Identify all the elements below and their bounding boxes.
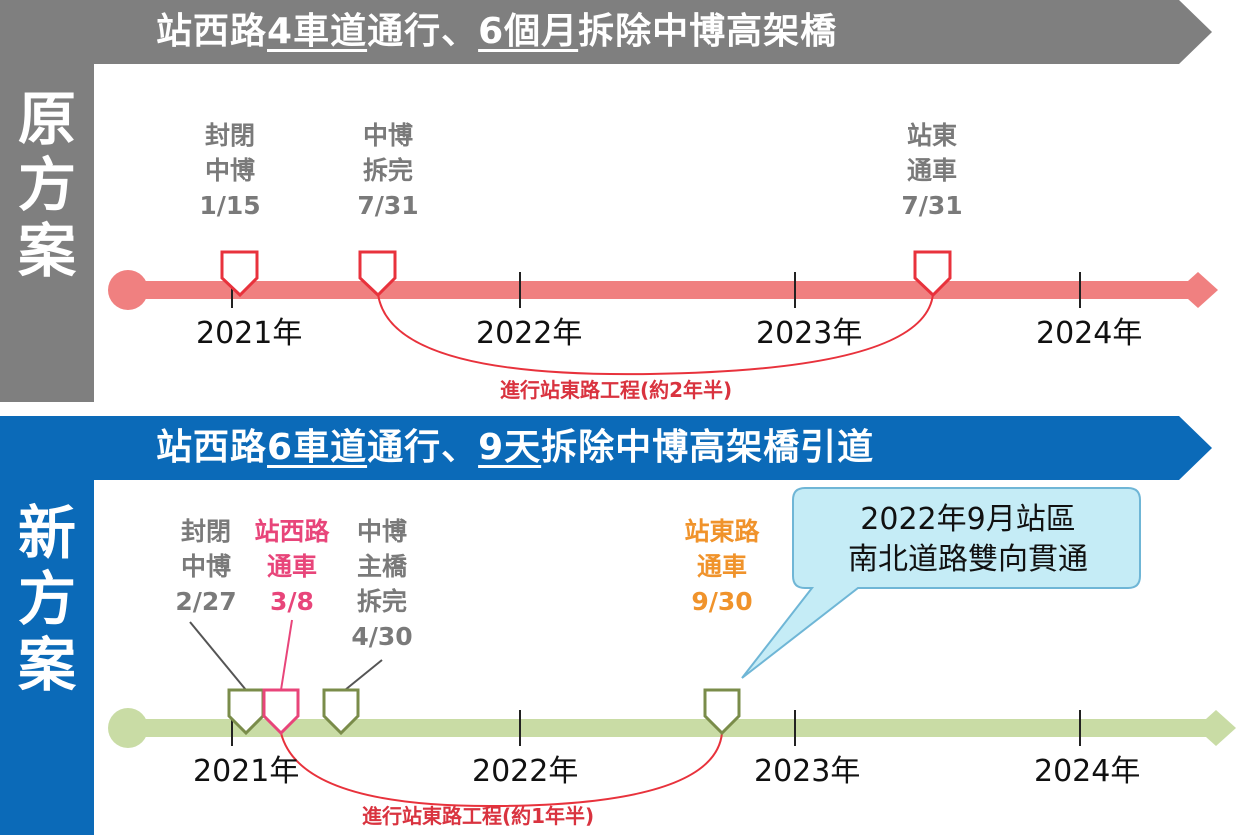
original-plan-banner: 站西路4車道通行、6個月拆除中博高架橋 [94,0,1214,64]
new-timeline [108,619,1236,808]
milestone-station-west-open: 站西路 通車 3/8 [254,517,330,616]
year-label: 2023年 [754,754,861,789]
timeline-bar [128,719,1216,737]
milestone-marker [913,250,952,298]
original-timeline [108,250,1218,376]
leader-line [280,619,293,691]
original-plan-label: 原 方 案 [17,85,76,285]
banner-arrow-shape [94,0,1212,64]
callout-text: 2022年9月站區 南北道路雙向貫通 [848,502,1088,577]
year-label: 2023年 [756,316,863,351]
milestone-marker [703,688,741,736]
year-label: 2021年 [196,316,303,351]
year-label: 2024年 [1034,754,1141,789]
year-label: 2022年 [476,316,583,351]
milestone-close-zhongbo: 封閉 中博 2/27 [175,517,237,616]
new-plan-title: 站西路6車道通行、9天拆除中博高架橋引道 [156,427,875,468]
construction-duration-label: 進行站東路工程(約1年半) [362,804,595,828]
year-label: 2024年 [1036,316,1143,351]
milestone-zhongbo-demolished: 中博 拆完 7/31 [357,121,419,220]
milestone-main-bridge-demolished: 中博 主橋 拆完 4/30 [351,517,413,651]
new-plan-label: 新 方 案 [17,499,76,699]
milestone-marker [358,250,397,298]
milestone-close-zhongbo: 封閉 中博 1/15 [199,121,261,220]
timeline-end-diamond [1196,710,1236,746]
leader-line [189,621,247,691]
original-plan-sidebar [0,0,94,402]
milestone-marker [262,688,300,736]
milestone-marker [227,688,265,736]
construction-arc [280,732,723,808]
milestone-station-east-open: 站東路 通車 9/30 [684,517,760,616]
new-plan-sidebar [0,416,94,835]
leader-line [344,659,383,691]
banner-arrow-shape [94,416,1212,480]
year-label: 2021年 [193,754,300,789]
milestone-marker [322,688,360,736]
year-label: 2022年 [472,754,579,789]
milestone-station-east-open: 站東 通車 7/31 [901,121,963,220]
construction-duration-label: 進行站東路工程(約2年半) [500,378,733,402]
new-plan-banner: 站西路6車道通行、9天拆除中博高架橋引道 [94,416,1214,480]
timeline-end-diamond [1178,272,1218,308]
milestone-marker [220,250,259,298]
construction-arc [377,293,934,376]
original-plan-title: 站西路4車道通行、6個月拆除中博高架橋 [156,11,838,52]
